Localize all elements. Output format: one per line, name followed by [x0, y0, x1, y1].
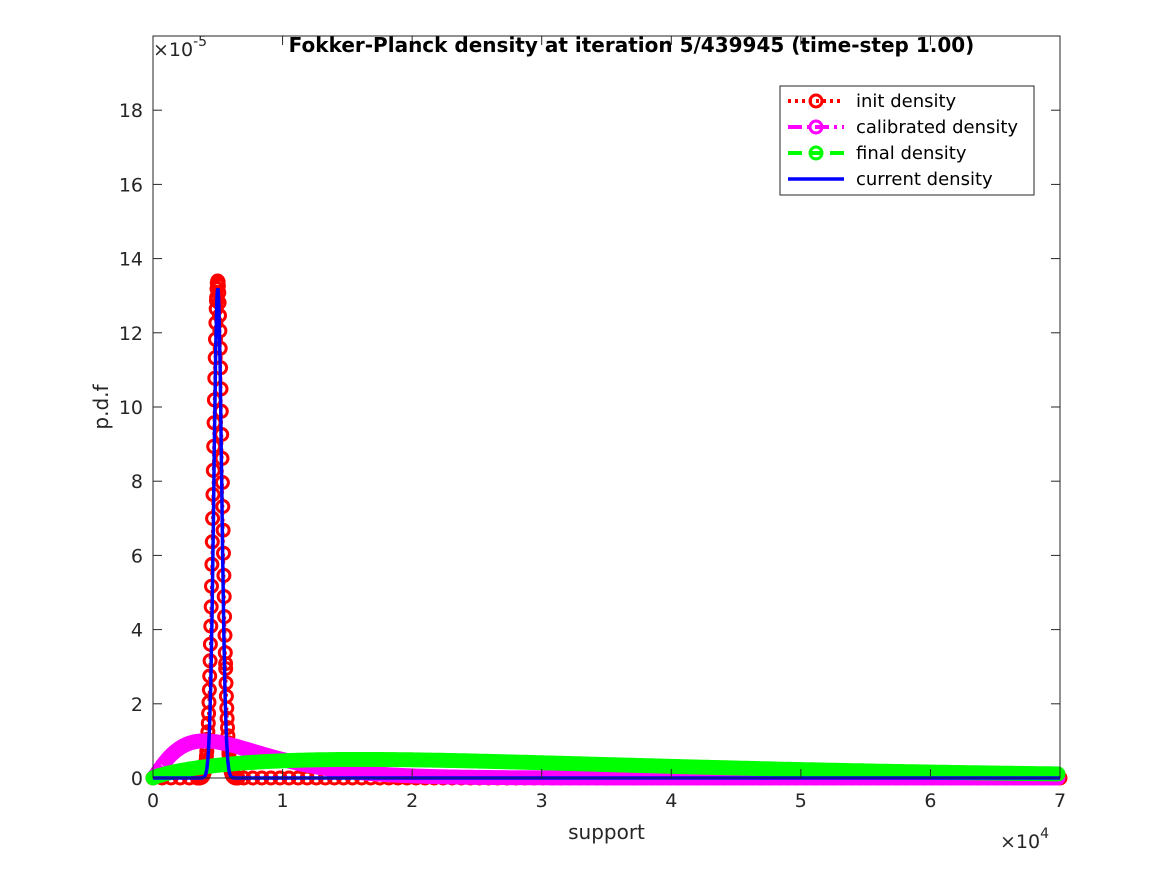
x-multiplier: ×104	[1000, 826, 1049, 853]
y-tick-label: 6	[131, 545, 143, 567]
x-tick-label: 0	[147, 790, 159, 812]
y-tick-label: 4	[131, 620, 143, 642]
y-tick-label: 2	[131, 694, 143, 716]
y-multiplier: ×10-5	[153, 34, 207, 61]
legend-item: final density	[788, 143, 967, 164]
legend-item: current density	[788, 169, 993, 190]
y-tick-label: 0	[131, 768, 143, 790]
legend-marker	[808, 93, 824, 109]
legend-marker	[808, 145, 824, 161]
y-tick-label: 14	[119, 249, 143, 271]
legend-label: current density	[856, 169, 993, 190]
legend-label: calibrated density	[856, 117, 1018, 138]
legend-item: init density	[788, 91, 957, 112]
y-tick-label: 16	[119, 174, 143, 196]
x-multiplier-base: ×10	[1000, 831, 1040, 853]
legend-marker	[808, 119, 824, 135]
series-final-density	[145, 752, 1066, 786]
x-axis-label: support	[568, 820, 645, 844]
x-tick-label: 3	[536, 790, 548, 812]
legend-item: calibrated density	[788, 117, 1018, 138]
y-multiplier-exponent: -5	[193, 34, 207, 50]
y-tick-label: 12	[119, 323, 143, 345]
series-line	[152, 758, 1059, 780]
y-tick-label: 8	[131, 471, 143, 493]
legend: init density calibrated density final dens…	[779, 85, 1035, 196]
x-tick-label: 5	[795, 790, 807, 812]
y-tick-label: 18	[119, 100, 143, 122]
x-multiplier-exponent: 4	[1040, 826, 1049, 842]
x-tick-label: 6	[924, 790, 936, 812]
y-tick-label: 10	[119, 397, 143, 419]
x-tick-label: 4	[665, 790, 677, 812]
chart-title: Fokker-Planck density at iteration 5/439…	[289, 33, 975, 57]
legend-label: final density	[856, 143, 967, 164]
y-multiplier-base: ×10	[153, 39, 193, 61]
x-tick-label: 7	[1054, 790, 1066, 812]
data-point	[1050, 766, 1066, 782]
legend-label: init density	[856, 91, 957, 112]
x-tick-label: 1	[277, 790, 289, 812]
x-tick-label: 2	[406, 790, 418, 812]
y-axis-label: p.d.f	[89, 383, 113, 429]
